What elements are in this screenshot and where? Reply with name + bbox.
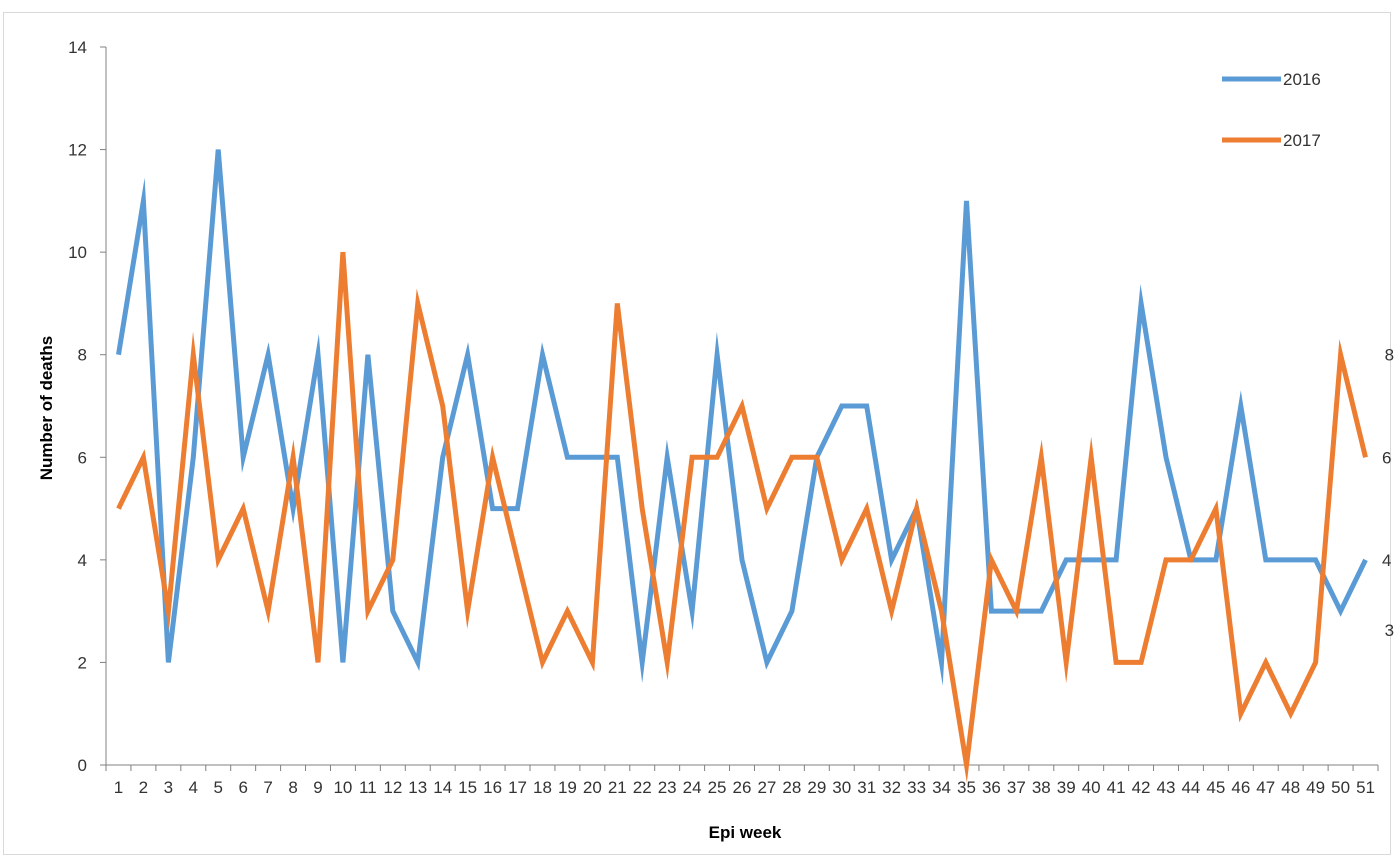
y-tick-label: 0	[78, 756, 87, 775]
y-axis-title: Number of deaths	[37, 336, 56, 481]
x-tick-label: 46	[1231, 778, 1250, 797]
x-tick-label: 42	[1132, 778, 1151, 797]
x-tick-label: 4	[189, 778, 198, 797]
x-axis-title: Epi week	[709, 823, 782, 842]
x-tick-label: 51	[1356, 778, 1375, 797]
x-tick-label: 45	[1206, 778, 1225, 797]
y-tick-label: 8	[78, 346, 87, 365]
x-tick-label: 29	[807, 778, 826, 797]
x-tick-label: 2	[139, 778, 148, 797]
legend-entry-2016: 2016	[1283, 70, 1321, 89]
x-tick-label: 21	[608, 778, 627, 797]
x-tick-label: 49	[1306, 778, 1325, 797]
x-tick-label: 19	[558, 778, 577, 797]
x-tick-label: 50	[1331, 778, 1350, 797]
x-tick-label: 41	[1107, 778, 1126, 797]
x-tick-label: 35	[957, 778, 976, 797]
x-tick-label: 7	[263, 778, 272, 797]
series-line-2017	[116, 251, 1368, 783]
x-tick-label: 47	[1256, 778, 1275, 797]
annotation-label: 3	[1385, 621, 1394, 640]
x-tick-label: 26	[733, 778, 752, 797]
x-tick-label: 5	[214, 778, 223, 797]
x-tick-label: 48	[1281, 778, 1300, 797]
x-tick-label: 31	[857, 778, 876, 797]
x-tick-label: 28	[782, 778, 801, 797]
x-tick-label: 8	[288, 778, 297, 797]
x-tick-label: 15	[458, 778, 477, 797]
y-tick-label: 2	[78, 653, 87, 672]
x-tick-label: 17	[508, 778, 527, 797]
x-tick-label: 36	[982, 778, 1001, 797]
x-tick-label: 24	[683, 778, 702, 797]
x-tick-label: 13	[408, 778, 427, 797]
x-tick-label: 34	[932, 778, 951, 797]
x-tick-label: 23	[658, 778, 677, 797]
x-tick-label: 12	[383, 778, 402, 797]
x-tick-label: 32	[882, 778, 901, 797]
x-tick-label: 38	[1032, 778, 1051, 797]
x-tick-label: 43	[1157, 778, 1176, 797]
x-tick-label: 20	[583, 778, 602, 797]
chart-frame	[3, 12, 1391, 855]
x-tick-label: 37	[1007, 778, 1026, 797]
x-tick-label: 3	[164, 778, 173, 797]
x-tick-label: 44	[1181, 778, 1200, 797]
x-tick-label: 9	[313, 778, 322, 797]
x-tick-label: 40	[1082, 778, 1101, 797]
annotation-label: 8	[1385, 346, 1394, 365]
y-tick-label: 12	[68, 141, 87, 160]
x-tick-label: 11	[359, 778, 377, 797]
x-tick-label: 27	[757, 778, 776, 797]
x-tick-label: 10	[333, 778, 352, 797]
series-lines	[116, 149, 1368, 783]
x-tick-label: 25	[708, 778, 727, 797]
x-tick-label: 30	[832, 778, 851, 797]
end-label-2016: 4	[1382, 551, 1391, 570]
x-tick-label: 18	[533, 778, 552, 797]
x-tick-label: 1	[114, 778, 123, 797]
series-line-2016	[116, 149, 1368, 686]
legend: 2016 2017	[1222, 70, 1321, 150]
y-axis: 0 2 4 6 8 10 12 14	[68, 38, 107, 775]
x-tick-label: 22	[633, 778, 652, 797]
x-tick-label: 6	[238, 778, 247, 797]
end-label-2017: 6	[1382, 448, 1391, 467]
y-tick-label: 4	[78, 551, 87, 570]
x-tick-label: 33	[907, 778, 926, 797]
legend-entry-2017: 2017	[1283, 131, 1321, 150]
data-labels: 4 6 8 3	[1382, 346, 1394, 640]
x-tick-label: 14	[433, 778, 452, 797]
x-axis: 1 2 3 4 5 6 7 8 9 10 11 12 13 14 15 16 17 18 19 20 21 22 23 24 2…	[105, 764, 1379, 797]
y-tick-label: 10	[68, 243, 87, 262]
x-tick-label: 16	[483, 778, 502, 797]
x-tick-label: 39	[1057, 778, 1076, 797]
y-tick-label: 6	[78, 448, 87, 467]
y-tick-label: 14	[68, 38, 87, 57]
